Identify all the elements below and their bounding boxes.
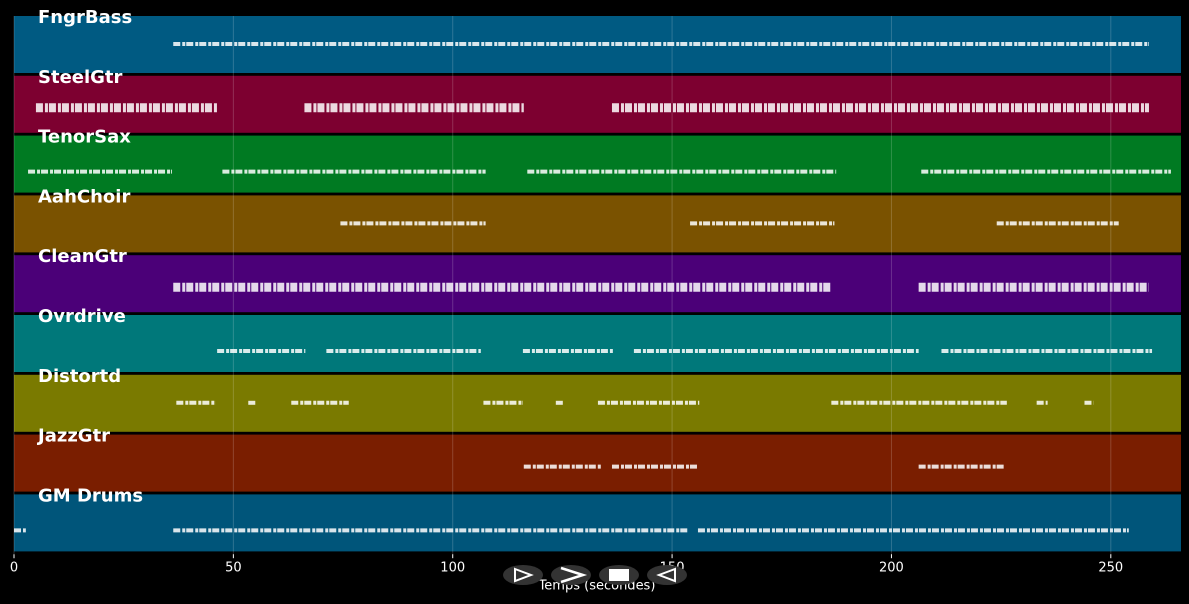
track-band <box>14 135 1181 193</box>
x-tick-label: 100 <box>440 561 465 576</box>
track-band <box>14 434 1181 492</box>
track-band <box>14 195 1181 253</box>
play-button[interactable] <box>503 565 543 585</box>
rewind-button[interactable] <box>647 565 687 585</box>
track-name: TenorSax <box>38 127 131 148</box>
x-tick-label: 200 <box>879 561 904 576</box>
track-name: SteelGtr <box>38 67 123 88</box>
track-band <box>14 494 1181 552</box>
x-tick-label: 0 <box>10 561 18 576</box>
track-name: GM Drums <box>38 485 143 506</box>
track-name: JazzGtr <box>36 426 110 447</box>
track-name: CleanGtr <box>38 246 127 267</box>
track-name: AahChoir <box>38 186 130 207</box>
track-name: Distortd <box>38 366 121 387</box>
track-name: Ovrdrive <box>38 306 126 327</box>
stop-button[interactable] <box>599 565 639 585</box>
x-tick-label: 50 <box>225 561 242 576</box>
track-band <box>14 315 1181 372</box>
notes <box>14 42 1171 533</box>
x-tick-label: 250 <box>1098 561 1123 576</box>
forward-button[interactable] <box>551 565 591 585</box>
track-name: FngrBass <box>38 7 132 28</box>
labels: FngrBass SteelGtr TenorSax AahChoir CleanGtr… <box>36 7 143 506</box>
controls <box>503 565 687 585</box>
